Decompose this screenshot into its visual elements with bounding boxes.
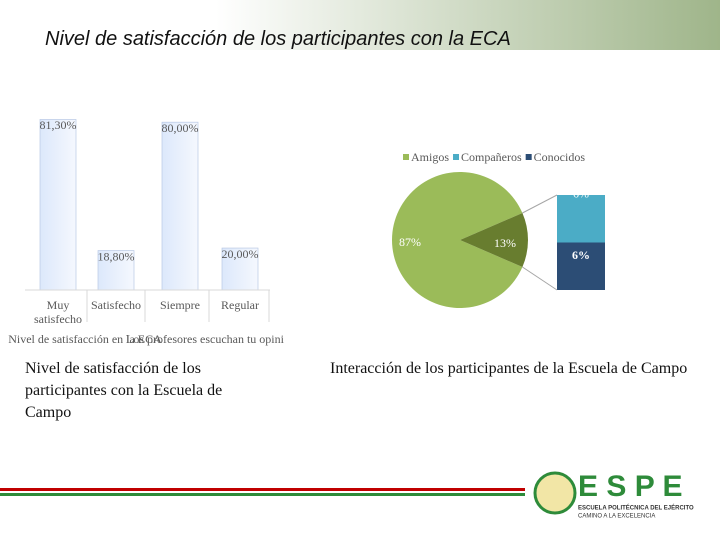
x-tick-label: Siempre bbox=[160, 298, 200, 312]
group-label: Nivel de satisfacción en la ECA bbox=[8, 332, 162, 346]
logo-emblem bbox=[533, 471, 577, 515]
footer-line-red bbox=[0, 488, 525, 491]
x-tick-label: Regular bbox=[221, 298, 259, 312]
value-label: 81,30% bbox=[40, 118, 77, 132]
pie-slice bbox=[460, 212, 528, 268]
legend-swatch bbox=[453, 154, 460, 160]
footer-line-green bbox=[0, 493, 525, 496]
caption: Nivel de satisfacción de los participant… bbox=[25, 360, 223, 421]
value-label: 20,00% bbox=[222, 247, 259, 261]
header-band bbox=[0, 0, 720, 50]
legend-label: Compañeros bbox=[461, 150, 522, 164]
logo-motto: CAMINO A LA EXCELENCIA bbox=[578, 514, 655, 520]
sub-bar-segment bbox=[557, 195, 605, 243]
bar bbox=[161, 121, 199, 291]
legend-swatch bbox=[403, 154, 409, 160]
value-label: 87% bbox=[399, 235, 421, 249]
sub-bar-segment bbox=[557, 242, 605, 290]
bar bbox=[97, 250, 135, 291]
bar bbox=[39, 119, 77, 291]
x-tick-label: Muy satisfecho bbox=[34, 298, 82, 326]
caption: Interacción de los participantes de la E… bbox=[330, 360, 688, 377]
legend-label: Conocidos bbox=[534, 150, 586, 164]
slide-title: Nivel de satisfacción de los participant… bbox=[45, 28, 511, 50]
legend-label: Amigos bbox=[411, 150, 449, 164]
logo-text: E S P E bbox=[578, 470, 683, 503]
value-label: 13% bbox=[494, 236, 516, 250]
x-tick-label: Satisfecho bbox=[91, 298, 141, 312]
value-label: 18,80% bbox=[98, 249, 135, 263]
connector bbox=[522, 194, 558, 214]
bar bbox=[221, 247, 259, 291]
legend-swatch bbox=[525, 154, 532, 160]
logo-school: ESCUELA POLITÉCNICA DEL EJÉRCITO bbox=[578, 504, 694, 512]
connector bbox=[522, 266, 558, 291]
value-label: 80,00% bbox=[162, 121, 199, 135]
group-label: Los profesores escuchan tu opini bbox=[126, 332, 285, 346]
value-label: 6% bbox=[573, 187, 589, 201]
value-label: 6% bbox=[572, 248, 590, 262]
pie-slice bbox=[392, 172, 523, 308]
